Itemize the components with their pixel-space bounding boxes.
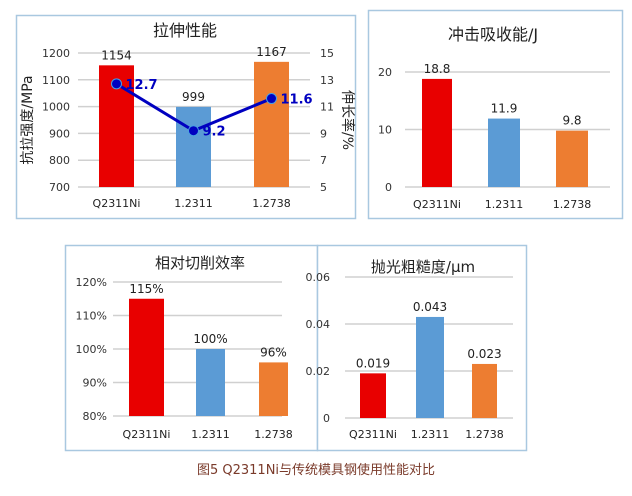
bar-1.2738	[254, 61, 289, 187]
elongation-label: 12.7	[126, 78, 158, 93]
x-tick-label: 1.2311	[485, 198, 524, 211]
data-label: 0.023	[467, 347, 501, 361]
y2-axis-label: 伸长率/%	[339, 90, 356, 150]
x-tick-label: Q2311Ni	[123, 428, 171, 441]
x-tick-label: 1.2738	[465, 428, 504, 441]
data-label: 9.8	[562, 114, 581, 128]
chart-title: 相对切削效率	[155, 254, 245, 272]
data-label: 0.043	[413, 300, 447, 314]
y-tick-label: 10	[378, 124, 392, 137]
bar-1.2738	[472, 363, 497, 418]
y-tick-label: 100%	[76, 343, 107, 356]
chart-1: 冲击吸收能/J 0 10 20 18.8 Q2311Ni 11.9 1.2311 9.8 1.27…	[367, 9, 624, 220]
data-label: 11.9	[491, 102, 518, 116]
chart-0: 拉伸性能 700 800 900 1000 1100 1200 5 7 9 11 13 15 抗拉强度/M…	[15, 14, 357, 220]
bar-1.2311	[196, 349, 225, 416]
y-tick-label: 20	[378, 66, 392, 79]
data-label: 115%	[129, 282, 163, 296]
y-tick-label: 90%	[83, 377, 107, 390]
elongation-label: 9.2	[203, 125, 226, 140]
x-tick-label: 1.2311	[411, 428, 450, 441]
elongation-point	[111, 78, 122, 90]
x-tick-label: 1.2738	[553, 198, 592, 211]
figure-caption: 图5 Q2311Ni与传统模具钢使用性能对比	[196, 463, 436, 478]
x-tick-label: 1.2311	[191, 428, 230, 441]
bar-Q2311Ni	[360, 373, 386, 418]
bar-1.2738	[556, 130, 588, 187]
y-tick-label: 1200	[42, 47, 70, 60]
x-tick-label: Q2311Ni	[413, 198, 461, 211]
x-tick-label: Q2311Ni	[349, 428, 397, 441]
y2-tick-label: 9	[320, 127, 327, 140]
x-tick-label: 1.2738	[254, 428, 293, 441]
y-tick-label: 80%	[83, 410, 107, 423]
chart-2: 相对切削效率 80% 90% 100% 110% 120% 115% Q2311Ni 100% 1…	[64, 244, 319, 452]
y-axis-label: 抗拉强度/MPa	[20, 75, 36, 164]
data-label: 18.8	[424, 62, 451, 76]
y2-tick-label: 11	[320, 101, 334, 114]
bar-Q2311Ni	[129, 298, 164, 416]
data-label: 96%	[260, 345, 287, 359]
y-tick-label: 700	[49, 181, 70, 194]
data-label: 999	[182, 90, 205, 104]
x-tick-label: Q2311Ni	[93, 197, 141, 210]
y-tick-label: 900	[49, 127, 70, 140]
y2-tick-label: 5	[320, 181, 327, 194]
x-tick-label: 1.2738	[252, 197, 291, 210]
y-tick-label: 0.04	[306, 318, 331, 331]
chart-title: 拉伸性能	[153, 21, 217, 40]
data-label: 1154	[101, 48, 132, 62]
y-tick-label: 0.02	[306, 365, 331, 378]
elongation-label: 11.6	[281, 93, 313, 108]
y2-tick-label: 7	[320, 154, 327, 167]
x-tick-label: 1.2311	[174, 197, 213, 210]
y-tick-label: 0.06	[306, 271, 331, 284]
elongation-point	[188, 125, 199, 137]
y2-tick-label: 13	[320, 74, 334, 87]
y-tick-label: 1100	[42, 74, 70, 87]
bar-1.2311	[176, 106, 211, 187]
data-label: 0.019	[356, 356, 390, 370]
chart-title: 抛光粗糙度/μm	[371, 258, 475, 276]
elongation-point	[266, 93, 277, 105]
data-label: 1167	[256, 45, 287, 59]
y-tick-label: 110%	[76, 310, 107, 323]
y-tick-label: 120%	[76, 276, 107, 289]
bar-Q2311Ni	[422, 78, 452, 187]
y-tick-label: 800	[49, 154, 70, 167]
bar-1.2311	[488, 118, 520, 187]
y-tick-label: 0	[385, 181, 392, 194]
y2-tick-label: 15	[320, 47, 334, 60]
data-label: 100%	[193, 332, 227, 346]
bar-1.2311	[416, 316, 444, 418]
chart-title: 冲击吸收能/J	[448, 25, 538, 44]
y-tick-label: 1000	[42, 101, 70, 114]
bar-1.2738	[259, 362, 288, 416]
y-tick-label: 0	[323, 412, 330, 425]
chart-3: 抛光粗糙度/μm 0 0.02 0.04 0.06 0.019 Q2311Ni 0.043 1.…	[306, 244, 528, 452]
